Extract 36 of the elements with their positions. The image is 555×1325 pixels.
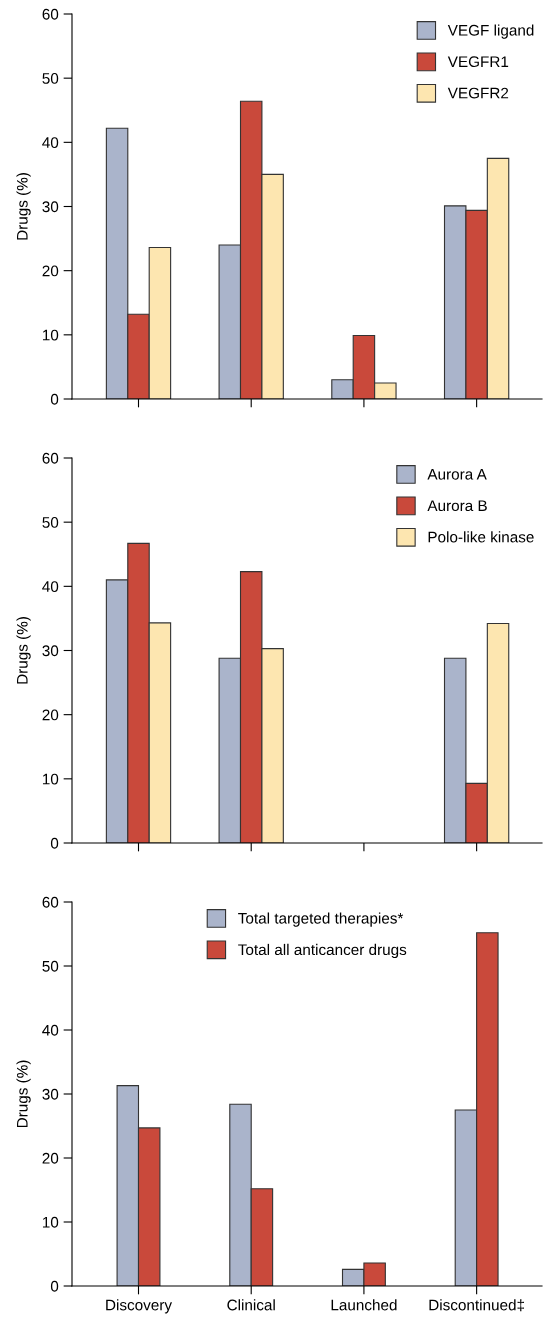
y-tick-label: 10 bbox=[42, 329, 59, 341]
y-axis-title: Drugs (%) bbox=[16, 617, 31, 684]
x-tick-label: Discontinued‡ bbox=[429, 1299, 525, 1312]
y-tick-label: 60 bbox=[42, 452, 59, 464]
legend-label: Total all anticancer drugs bbox=[238, 943, 407, 959]
y-axis-title: Drugs (%) bbox=[16, 173, 31, 240]
y-tick-label: 30 bbox=[42, 645, 59, 657]
legend-label: VEGFR2 bbox=[447, 87, 509, 99]
legend-label: Total targeted therapies* bbox=[238, 912, 404, 927]
y-tick-label: 40 bbox=[42, 137, 59, 149]
x-tick-label: Discovery bbox=[106, 1299, 172, 1314]
y-tick-label: 60 bbox=[42, 8, 59, 20]
y-tick-label: 50 bbox=[42, 960, 59, 972]
y-tick-label: 40 bbox=[42, 1024, 59, 1036]
y-tick-label: 20 bbox=[42, 265, 59, 277]
legend-label: VEGF ligand bbox=[447, 24, 534, 39]
x-tick-label: Launched bbox=[331, 1299, 397, 1311]
y-tick-label: 20 bbox=[42, 1152, 59, 1164]
y-tick-label: 0 bbox=[50, 1280, 59, 1292]
y-axis-title: Drugs (%) bbox=[16, 1060, 31, 1128]
x-tick-label: Clinical bbox=[227, 1299, 275, 1311]
y-tick-label: 30 bbox=[42, 201, 59, 213]
legend-label: VEGFR1 bbox=[447, 56, 509, 68]
y-tick-label: 10 bbox=[42, 1216, 59, 1228]
legend-label: Aurora A bbox=[427, 469, 487, 480]
y-tick-label: 50 bbox=[42, 73, 59, 84]
y-tick-label: 50 bbox=[42, 517, 59, 528]
legend-label: Aurora B bbox=[427, 500, 487, 512]
y-tick-label: 10 bbox=[42, 773, 59, 785]
y-tick-label: 40 bbox=[42, 581, 59, 593]
legend-label: Polo-like kinase bbox=[428, 531, 534, 543]
y-tick-label: 30 bbox=[42, 1088, 59, 1100]
y-tick-label: 60 bbox=[42, 896, 59, 908]
y-tick-label: 0 bbox=[50, 837, 59, 849]
y-tick-label: 20 bbox=[42, 709, 59, 721]
y-tick-label: 0 bbox=[50, 393, 59, 405]
